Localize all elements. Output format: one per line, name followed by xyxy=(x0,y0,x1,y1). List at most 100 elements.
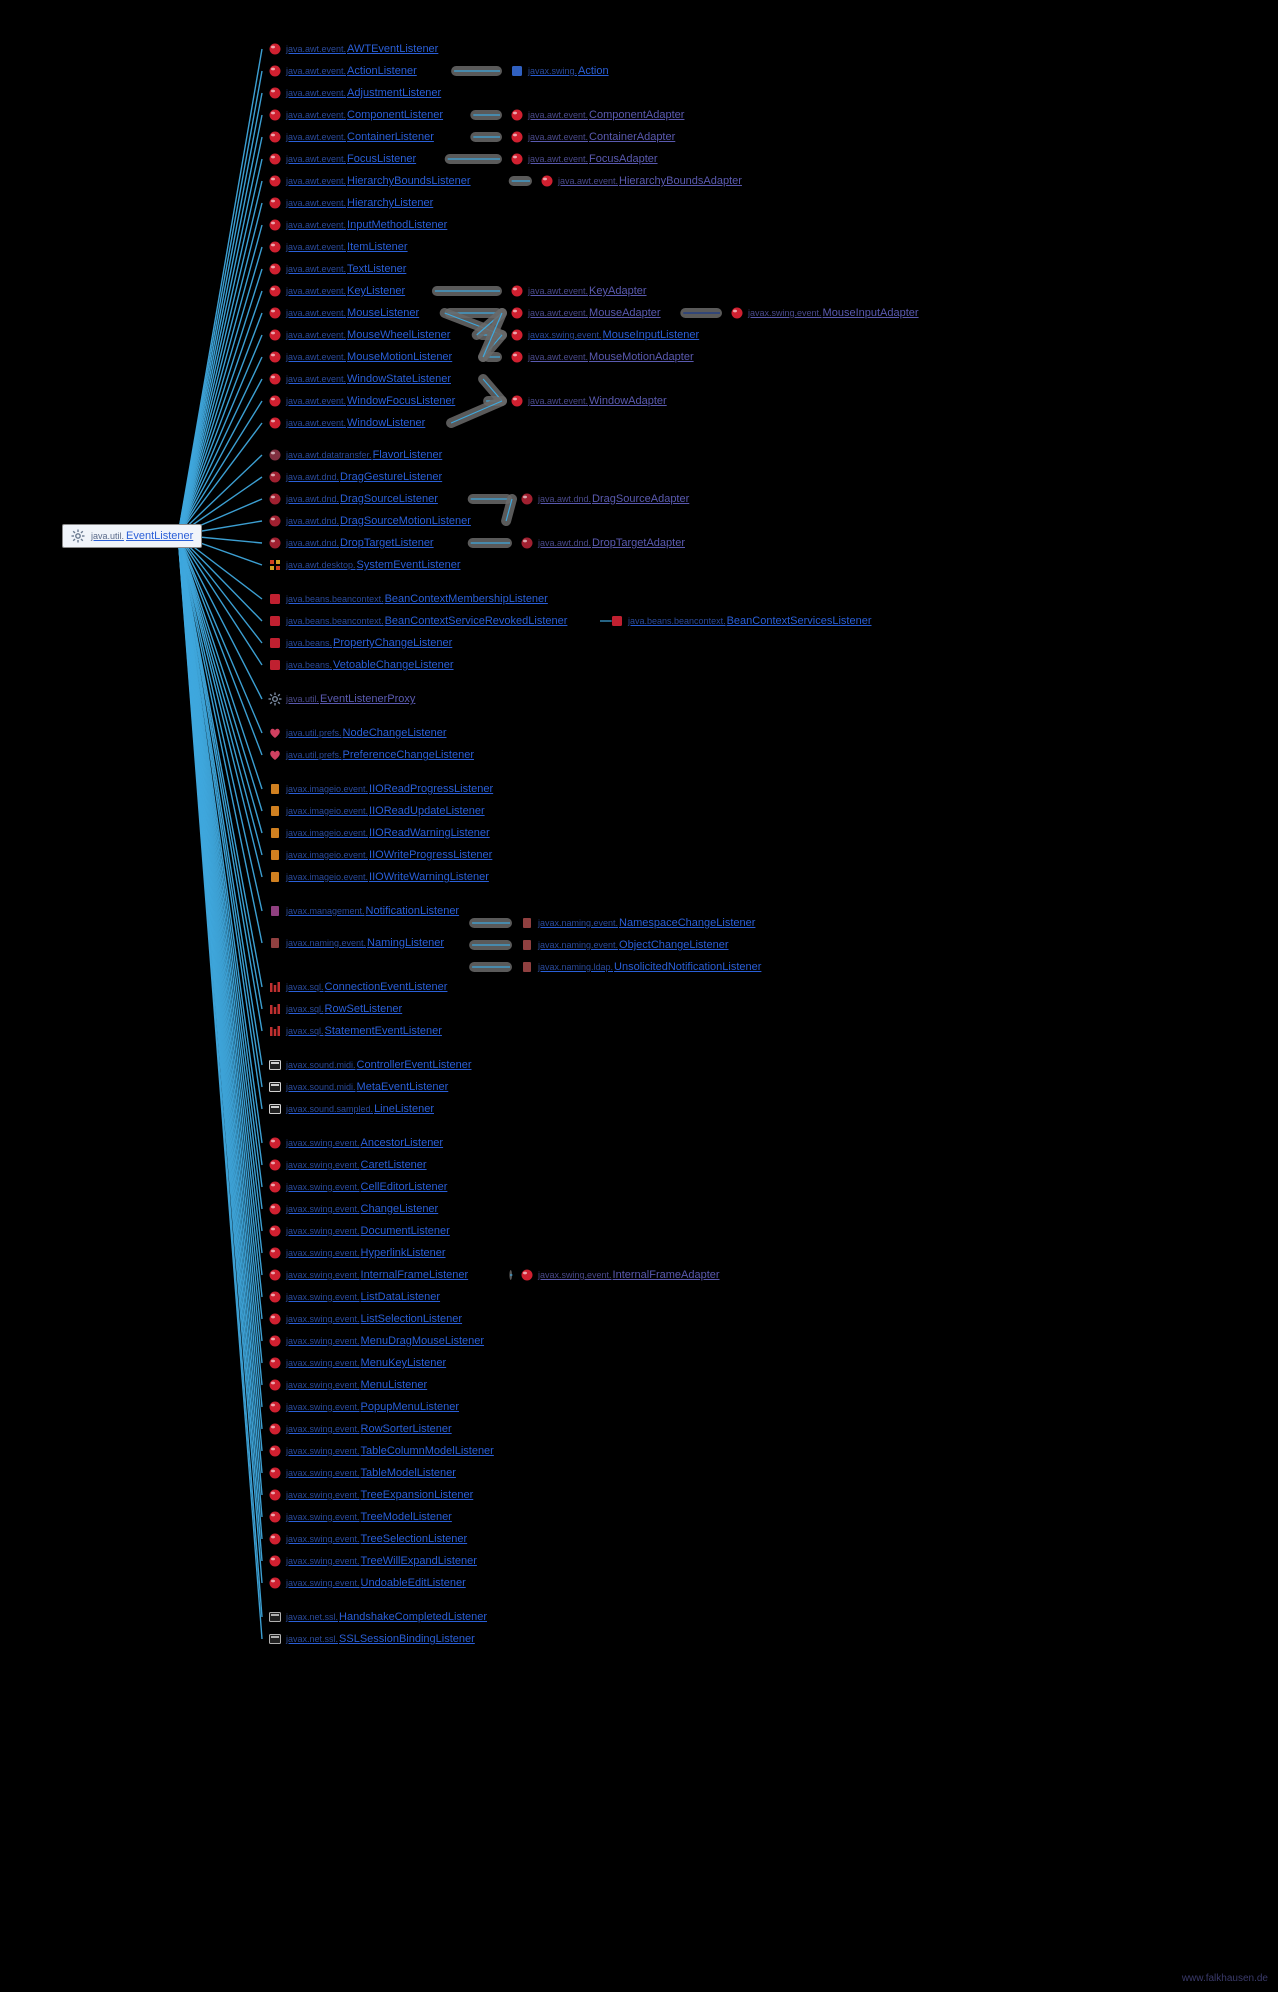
type-node[interactable]: javax.swing.event.InternalFrameAdapter xyxy=(520,1268,720,1282)
type-node[interactable]: javax.swing.event.TreeModelListener xyxy=(268,1510,452,1524)
type-link[interactable]: javax.imageio.event.IIOReadWarningListen… xyxy=(286,827,490,839)
type-link[interactable]: java.awt.event.MouseMotionListener xyxy=(286,351,452,363)
type-node[interactable]: java.awt.event.ContainerListener xyxy=(268,130,434,144)
type-node[interactable]: java.awt.event.ComponentListener xyxy=(268,108,443,122)
type-node[interactable]: java.awt.event.HierarchyListener xyxy=(268,196,433,210)
type-link[interactable]: javax.swing.event.TreeWillExpandListener xyxy=(286,1555,477,1567)
type-node[interactable]: java.awt.event.MouseMotionListener xyxy=(268,350,452,364)
type-link[interactable]: javax.naming.event.NamespaceChangeListen… xyxy=(538,917,755,929)
type-node[interactable]: java.awt.event.WindowStateListener xyxy=(268,372,451,386)
type-link[interactable]: java.awt.event.AWTEventListener xyxy=(286,43,438,55)
type-link[interactable]: java.awt.event.WindowFocusListener xyxy=(286,395,455,407)
type-node[interactable]: java.awt.dnd.DragSourceAdapter xyxy=(520,492,689,506)
type-node[interactable]: javax.swing.event.DocumentListener xyxy=(268,1224,450,1238)
type-node[interactable]: java.awt.event.WindowListener xyxy=(268,416,425,430)
type-link[interactable]: java.awt.event.ComponentListener xyxy=(286,109,443,121)
type-node[interactable]: java.awt.event.MouseWheelListener xyxy=(268,328,450,342)
type-link[interactable]: java.awt.event.ComponentAdapter xyxy=(528,109,684,121)
type-link[interactable]: javax.swing.event.MouseInputListener xyxy=(528,329,699,341)
type-node[interactable]: javax.sound.midi.ControllerEventListener xyxy=(268,1058,472,1072)
type-node[interactable]: java.awt.event.HierarchyBoundsAdapter xyxy=(540,174,742,188)
type-link[interactable]: javax.net.ssl.SSLSessionBindingListener xyxy=(286,1633,475,1645)
type-node[interactable]: javax.swing.event.MenuListener xyxy=(268,1378,427,1392)
type-node[interactable]: javax.sql.StatementEventListener xyxy=(268,1024,442,1038)
type-node[interactable]: java.awt.event.ActionListener xyxy=(268,64,417,78)
type-node[interactable]: java.awt.event.ContainerAdapter xyxy=(510,130,675,144)
type-node[interactable]: java.awt.event.WindowFocusListener xyxy=(268,394,455,408)
type-node[interactable]: javax.swing.event.MouseInputAdapter xyxy=(730,306,919,320)
type-link[interactable]: javax.net.ssl.HandshakeCompletedListener xyxy=(286,1611,487,1623)
type-link[interactable]: java.awt.event.WindowListener xyxy=(286,417,425,429)
type-link[interactable]: javax.swing.event.InternalFrameAdapter xyxy=(538,1269,720,1281)
type-node[interactable]: java.util.prefs.PreferenceChangeListener xyxy=(268,748,474,762)
type-link[interactable]: javax.sound.midi.ControllerEventListener xyxy=(286,1059,472,1071)
type-node[interactable]: java.awt.event.FocusListener xyxy=(268,152,416,166)
type-node[interactable]: java.util.prefs.NodeChangeListener xyxy=(268,726,447,740)
type-node[interactable]: javax.sound.sampled.LineListener xyxy=(268,1102,434,1116)
type-link[interactable]: java.awt.dnd.DragGestureListener xyxy=(286,471,442,483)
type-link[interactable]: java.awt.datatransfer.FlavorListener xyxy=(286,449,442,461)
type-link[interactable]: javax.sql.RowSetListener xyxy=(286,1003,402,1015)
type-link[interactable]: javax.imageio.event.IIOReadUpdateListene… xyxy=(286,805,485,817)
type-node[interactable]: javax.swing.Action xyxy=(510,64,609,78)
type-link[interactable]: java.awt.event.AdjustmentListener xyxy=(286,87,441,99)
type-node[interactable]: javax.swing.event.TableColumnModelListen… xyxy=(268,1444,494,1458)
type-node[interactable]: javax.imageio.event.IIOReadProgressListe… xyxy=(268,782,493,796)
type-link[interactable]: java.awt.desktop.SystemEventListener xyxy=(286,559,460,571)
type-link[interactable]: java.util.prefs.NodeChangeListener xyxy=(286,727,447,739)
type-link[interactable]: java.awt.event.FocusAdapter xyxy=(528,153,658,165)
type-link[interactable]: javax.swing.Action xyxy=(528,65,609,77)
type-link[interactable]: java.awt.event.KeyAdapter xyxy=(528,285,647,297)
type-link[interactable]: javax.swing.event.InternalFrameListener xyxy=(286,1269,468,1281)
type-node[interactable]: java.awt.dnd.DragSourceListener xyxy=(268,492,438,506)
type-node[interactable]: javax.imageio.event.IIOReadWarningListen… xyxy=(268,826,490,840)
type-link[interactable]: java.awt.event.MouseMotionAdapter xyxy=(528,351,694,363)
type-link[interactable]: javax.imageio.event.IIOWriteProgressList… xyxy=(286,849,492,861)
type-node[interactable]: javax.swing.event.PopupMenuListener xyxy=(268,1400,459,1414)
type-link[interactable]: java.util.EventListenerProxy xyxy=(286,693,415,705)
type-link[interactable]: javax.swing.event.MenuListener xyxy=(286,1379,427,1391)
root-link[interactable]: java.util.EventListener xyxy=(91,530,193,542)
type-node[interactable]: java.awt.dnd.DragGestureListener xyxy=(268,470,442,484)
type-node[interactable]: javax.management.NotificationListener xyxy=(268,904,459,918)
type-link[interactable]: java.awt.event.ItemListener xyxy=(286,241,408,253)
type-link[interactable]: javax.swing.event.TreeSelectionListener xyxy=(286,1533,467,1545)
type-node[interactable]: java.awt.event.AdjustmentListener xyxy=(268,86,441,100)
type-link[interactable]: java.beans.PropertyChangeListener xyxy=(286,637,452,649)
type-link[interactable]: javax.swing.event.MenuDragMouseListener xyxy=(286,1335,484,1347)
type-link[interactable]: javax.swing.event.CellEditorListener xyxy=(286,1181,447,1193)
type-link[interactable]: javax.swing.event.ChangeListener xyxy=(286,1203,438,1215)
type-node[interactable]: javax.swing.event.CaretListener xyxy=(268,1158,427,1172)
type-node[interactable]: javax.swing.event.MenuDragMouseListener xyxy=(268,1334,484,1348)
type-node[interactable]: javax.naming.event.NamingListener xyxy=(268,936,444,950)
type-link[interactable]: javax.swing.event.DocumentListener xyxy=(286,1225,450,1237)
type-link[interactable]: java.beans.beancontext.BeanContextServic… xyxy=(628,615,872,627)
type-node[interactable]: java.beans.beancontext.BeanContextServic… xyxy=(610,614,872,628)
type-node[interactable]: javax.swing.event.ListDataListener xyxy=(268,1290,440,1304)
type-link[interactable]: javax.swing.event.UndoableEditListener xyxy=(286,1577,466,1589)
type-link[interactable]: java.beans.beancontext.BeanContextMember… xyxy=(286,593,548,605)
type-node[interactable]: javax.net.ssl.SSLSessionBindingListener xyxy=(268,1632,475,1646)
type-node[interactable]: java.awt.event.HierarchyBoundsListener xyxy=(268,174,471,188)
type-node[interactable]: java.awt.dnd.DragSourceMotionListener xyxy=(268,514,471,528)
type-node[interactable]: javax.swing.event.ListSelectionListener xyxy=(268,1312,462,1326)
type-node[interactable]: javax.imageio.event.IIOWriteWarningListe… xyxy=(268,870,489,884)
type-link[interactable]: java.awt.event.FocusListener xyxy=(286,153,416,165)
type-link[interactable]: javax.swing.event.ListSelectionListener xyxy=(286,1313,462,1325)
type-node[interactable]: java.util.EventListenerProxy xyxy=(268,692,415,706)
type-node[interactable]: java.awt.event.ItemListener xyxy=(268,240,408,254)
type-node[interactable]: java.awt.event.FocusAdapter xyxy=(510,152,658,166)
type-link[interactable]: javax.swing.event.TreeModelListener xyxy=(286,1511,452,1523)
type-link[interactable]: java.awt.event.HierarchyBoundsListener xyxy=(286,175,471,187)
type-link[interactable]: javax.swing.event.HyperlinkListener xyxy=(286,1247,446,1259)
type-link[interactable]: javax.sql.ConnectionEventListener xyxy=(286,981,447,993)
type-node[interactable]: javax.net.ssl.HandshakeCompletedListener xyxy=(268,1610,487,1624)
type-link[interactable]: java.awt.event.MouseListener xyxy=(286,307,419,319)
type-link[interactable]: javax.management.NotificationListener xyxy=(286,905,459,917)
type-node[interactable]: javax.swing.event.TreeExpansionListener xyxy=(268,1488,473,1502)
type-node[interactable]: java.awt.event.KeyListener xyxy=(268,284,405,298)
type-node[interactable]: javax.swing.event.MenuKeyListener xyxy=(268,1356,446,1370)
type-link[interactable]: javax.swing.event.TreeExpansionListener xyxy=(286,1489,473,1501)
type-node[interactable]: javax.imageio.event.IIOReadUpdateListene… xyxy=(268,804,485,818)
type-node[interactable]: javax.naming.event.NamespaceChangeListen… xyxy=(520,916,755,930)
